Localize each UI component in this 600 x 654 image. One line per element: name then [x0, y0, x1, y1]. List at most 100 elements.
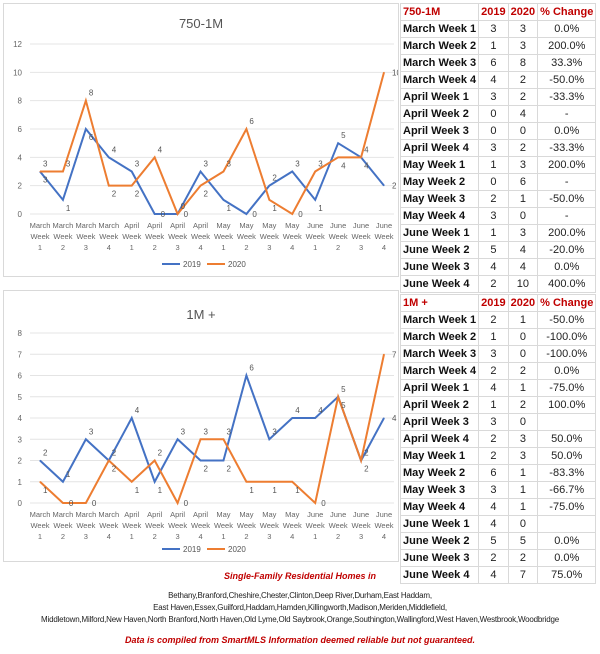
data-point	[154, 460, 156, 461]
data-label: 4	[112, 145, 117, 154]
x-tick-label: Week	[214, 521, 233, 530]
table-cell: -50.0%	[537, 311, 597, 329]
x-tick-label: Week	[329, 232, 348, 241]
table-cell: 2	[507, 71, 539, 89]
table-cell: 3	[507, 156, 539, 174]
table-row: April Week 1 3 2 -33.3%	[399, 88, 597, 106]
table-cell: 4	[478, 515, 509, 533]
chart-svg: 1M +012345678MarchWeek1MarchWeek2MarchWe…	[18, 307, 397, 554]
table-cell: 4	[478, 258, 509, 276]
table-cell: 2	[478, 190, 509, 208]
x-tick-label: March	[53, 510, 74, 519]
data-point	[222, 199, 224, 201]
table-row: March Week 2 1 0 -100.0%	[399, 328, 597, 346]
data-point	[337, 396, 339, 398]
data-label: 2	[364, 465, 369, 474]
data-label: 3	[226, 160, 231, 169]
x-tick-label: 4	[107, 243, 111, 252]
data-point	[383, 71, 385, 73]
x-tick-label: 1	[221, 243, 225, 252]
column-header: 2020	[507, 294, 539, 312]
data-point	[62, 502, 64, 504]
table-cell: 1	[478, 328, 509, 346]
table-cell: 0	[478, 122, 509, 140]
table-row: April Week 1 4 1 -75.0%	[399, 379, 597, 397]
row-label: March Week 1	[399, 20, 480, 38]
x-tick-label: 2	[336, 532, 340, 541]
x-tick-label: 4	[198, 532, 202, 541]
x-tick-label: Week	[30, 232, 49, 241]
legend-label: 2020	[228, 260, 246, 269]
data-point	[245, 213, 247, 215]
data-point	[383, 353, 385, 355]
table-cell: -	[537, 207, 597, 225]
table-cell: 100.0%	[537, 396, 597, 414]
x-tick-label: 1	[130, 243, 134, 252]
data-label: 3	[295, 160, 300, 169]
data-point	[200, 460, 202, 461]
data-label: 4	[364, 145, 369, 154]
x-tick-label: 4	[290, 243, 294, 252]
data-point	[314, 171, 316, 172]
x-tick-label: 2	[244, 243, 248, 252]
table-row: May Week 3 3 1 -66.7%	[399, 481, 597, 499]
x-tick-label: 3	[359, 532, 363, 541]
x-tick-label: Week	[76, 521, 95, 530]
x-tick-label: March	[98, 510, 119, 519]
x-tick-label: Week	[237, 232, 256, 241]
table-cell: -83.3%	[537, 464, 597, 482]
table-row: March Week 4 4 2 -50.0%	[399, 71, 597, 89]
table-750-1m: 750-1M 2019 2020% Change March Week 1 3 3 0.0%…	[399, 3, 597, 293]
x-tick-label: 1	[130, 532, 134, 541]
table-row: May Week 2 6 1 -83.3%	[399, 464, 597, 482]
data-label: 6	[249, 364, 254, 373]
table-cell: 3	[507, 224, 539, 242]
table-cell: 50.0%	[537, 447, 597, 465]
table-cell: -	[537, 105, 597, 123]
x-tick-label: 2	[153, 243, 157, 252]
x-tick-label: March	[30, 510, 51, 519]
table-cell: 3	[507, 430, 539, 448]
data-point	[108, 156, 110, 158]
x-tick-label: 3	[267, 532, 271, 541]
x-tick-label: June	[307, 510, 323, 519]
data-point	[314, 417, 316, 419]
x-tick-label: 4	[382, 243, 386, 252]
y-tick-label: 6	[18, 125, 23, 134]
chart-svg: 750-1M024681012MarchWeek1MarchWeek2March…	[13, 16, 398, 269]
x-tick-label: March	[98, 221, 119, 230]
table-row: April Week 3 0 0 0.0%	[399, 122, 597, 140]
table-row: March Week 1 3 3 0.0%	[399, 20, 597, 38]
table-cell: 6	[507, 173, 539, 191]
x-tick-label: June	[330, 510, 346, 519]
table-cell: 4	[478, 498, 509, 516]
row-label: June Week 1	[399, 515, 480, 533]
series-line-2019	[39, 372, 385, 485]
table-cell: 2	[478, 549, 509, 567]
x-tick-label: 2	[336, 243, 340, 252]
row-label: April Week 4	[399, 430, 480, 448]
table-cell: -	[537, 173, 597, 191]
table-cell: 1	[507, 379, 539, 397]
table-row: May Week 4 4 1 -75.0%	[399, 498, 597, 516]
data-label: 3	[89, 427, 94, 436]
data-label: 6	[89, 133, 94, 142]
y-tick-label: 4	[18, 153, 23, 162]
row-label: March Week 4	[399, 362, 480, 380]
table-cell: 0.0%	[537, 258, 597, 276]
table-cell: 50.0%	[537, 430, 597, 448]
data-label: 2	[364, 449, 369, 458]
table-1m-plus: 1M +2019 2020% Change March Week 1 2 1 -50.0%…	[399, 294, 597, 584]
data-label: 3	[272, 427, 277, 436]
x-tick-label: 3	[176, 532, 180, 541]
data-point	[268, 438, 270, 440]
x-tick-label: Week	[145, 521, 164, 530]
data-label: 3	[66, 160, 71, 169]
table-cell: -33.3%	[537, 139, 597, 157]
data-point	[360, 156, 362, 158]
data-label: 0	[184, 210, 189, 219]
data-label: 2	[272, 174, 277, 183]
x-tick-label: Week	[374, 232, 393, 241]
x-tick-label: April	[147, 510, 162, 519]
data-label: 1	[249, 486, 254, 495]
